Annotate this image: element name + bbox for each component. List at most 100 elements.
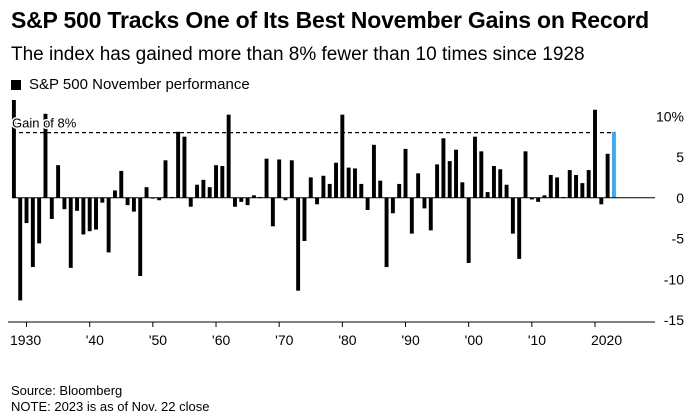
bar-1929 [18,197,23,301]
bar-1955 [182,136,187,198]
bar-1979 [334,162,338,198]
bar-2004 [491,166,496,198]
bar-1995 [435,164,440,198]
bar-1931 [30,197,35,268]
bar-2014 [555,177,560,198]
bar-1933 [43,113,48,198]
bar-1935 [56,165,61,198]
bar-1992 [416,173,421,198]
bar-2020 [593,109,597,198]
bar-1947 [131,197,136,212]
bar-1969 [270,197,275,227]
x-tick-label: '40 [86,332,104,348]
bar-1966 [251,195,256,198]
bar-1954 [176,131,181,198]
bar-1981 [346,167,351,198]
bar-1998 [454,149,458,198]
x-tick-label: '90 [402,332,420,348]
bar-1957 [195,184,200,198]
bar-1946 [125,197,130,206]
bar-1997 [447,161,452,198]
bar-1971 [283,197,288,201]
bar-1987 [384,197,389,268]
x-tick-label: '50 [149,332,167,348]
x-tick-label: '60 [212,332,230,348]
bar-1945 [119,170,124,198]
x-tick-label: '80 [338,332,356,348]
bar-2007 [510,197,515,234]
footnote-text: NOTE: 2023 is as of Nov. 22 close [11,399,210,414]
bar-2003 [485,192,490,198]
bar-1951 [157,197,162,201]
bar-1973 [296,197,301,291]
bar-2009 [523,151,528,198]
bar-1976 [315,197,320,205]
bar-2008 [517,197,522,259]
bar-1974 [302,197,307,241]
bar-1934 [49,197,54,219]
x-tick-label: '00 [465,332,483,348]
bar-1975 [308,177,313,198]
bar-2016 [567,170,572,198]
bar-1993 [422,197,427,209]
chart-title: S&P 500 Tracks One of Its Best November … [11,7,649,33]
bar-2017 [574,174,579,198]
x-tick-label: '70 [275,332,293,348]
bar-1989 [397,183,402,198]
bar-1988 [390,197,395,214]
bar-1982 [353,168,357,198]
bar-1978 [327,183,332,198]
y-tick-label: -5 [672,231,685,247]
bar-1961 [220,166,225,198]
bar-1991 [409,197,414,234]
bar-1990 [403,148,408,198]
y-tick-label: 0 [676,190,684,206]
bar-1962 [226,114,231,198]
bar-2000 [466,197,471,263]
bar-1958 [201,179,206,198]
bar-1986 [378,180,383,198]
bar-1960 [214,165,218,198]
bar-1944 [113,190,117,198]
x-tick-label: 1930 [10,332,41,348]
bar-1932 [37,197,42,244]
bar-1956 [188,197,193,207]
bar-2012 [542,195,547,198]
x-ticks-group: 1930 '40 '50 '60 '70 '80 '90 '00 '10 2020 [10,322,622,348]
bar-1952 [163,160,168,198]
bar-1928 [11,100,16,198]
bar-2019 [586,170,591,198]
bar-2021 [599,197,604,205]
bar-1948 [138,197,143,276]
source-note: Source: Bloomberg NOTE: 2023 is as of No… [11,383,209,415]
bar-highlight-2023 [611,131,616,198]
bar-2018 [580,183,585,198]
bar-1968 [264,158,269,198]
bar-1930 [24,197,29,224]
bar-1980 [340,114,345,198]
bar-1984 [365,197,370,210]
bar-1964 [239,197,244,202]
bar-2011 [536,197,541,202]
bar-1963 [233,197,237,207]
bar-1994 [428,197,433,231]
chart-subtitle: The index has gained more than 8% fewer … [11,44,585,65]
bar-1936 [62,197,67,210]
bar-1949 [144,187,149,198]
legend-swatch [11,79,21,90]
bar-2013 [548,174,553,198]
bar-1983 [359,183,364,198]
bar-2010 [529,197,534,200]
y-tick-label: -15 [664,312,684,328]
bar-1943 [106,197,111,253]
bar-1942 [100,197,105,203]
legend-label: S&P 500 November performance [29,76,250,93]
bar-2006 [504,184,509,198]
legend: S&P 500 November performance [11,76,250,93]
x-tick-label: '10 [528,332,546,348]
bar-2005 [498,169,503,198]
bar-1970 [277,159,282,198]
bar-1938 [75,197,80,211]
bar-1939 [81,197,86,235]
